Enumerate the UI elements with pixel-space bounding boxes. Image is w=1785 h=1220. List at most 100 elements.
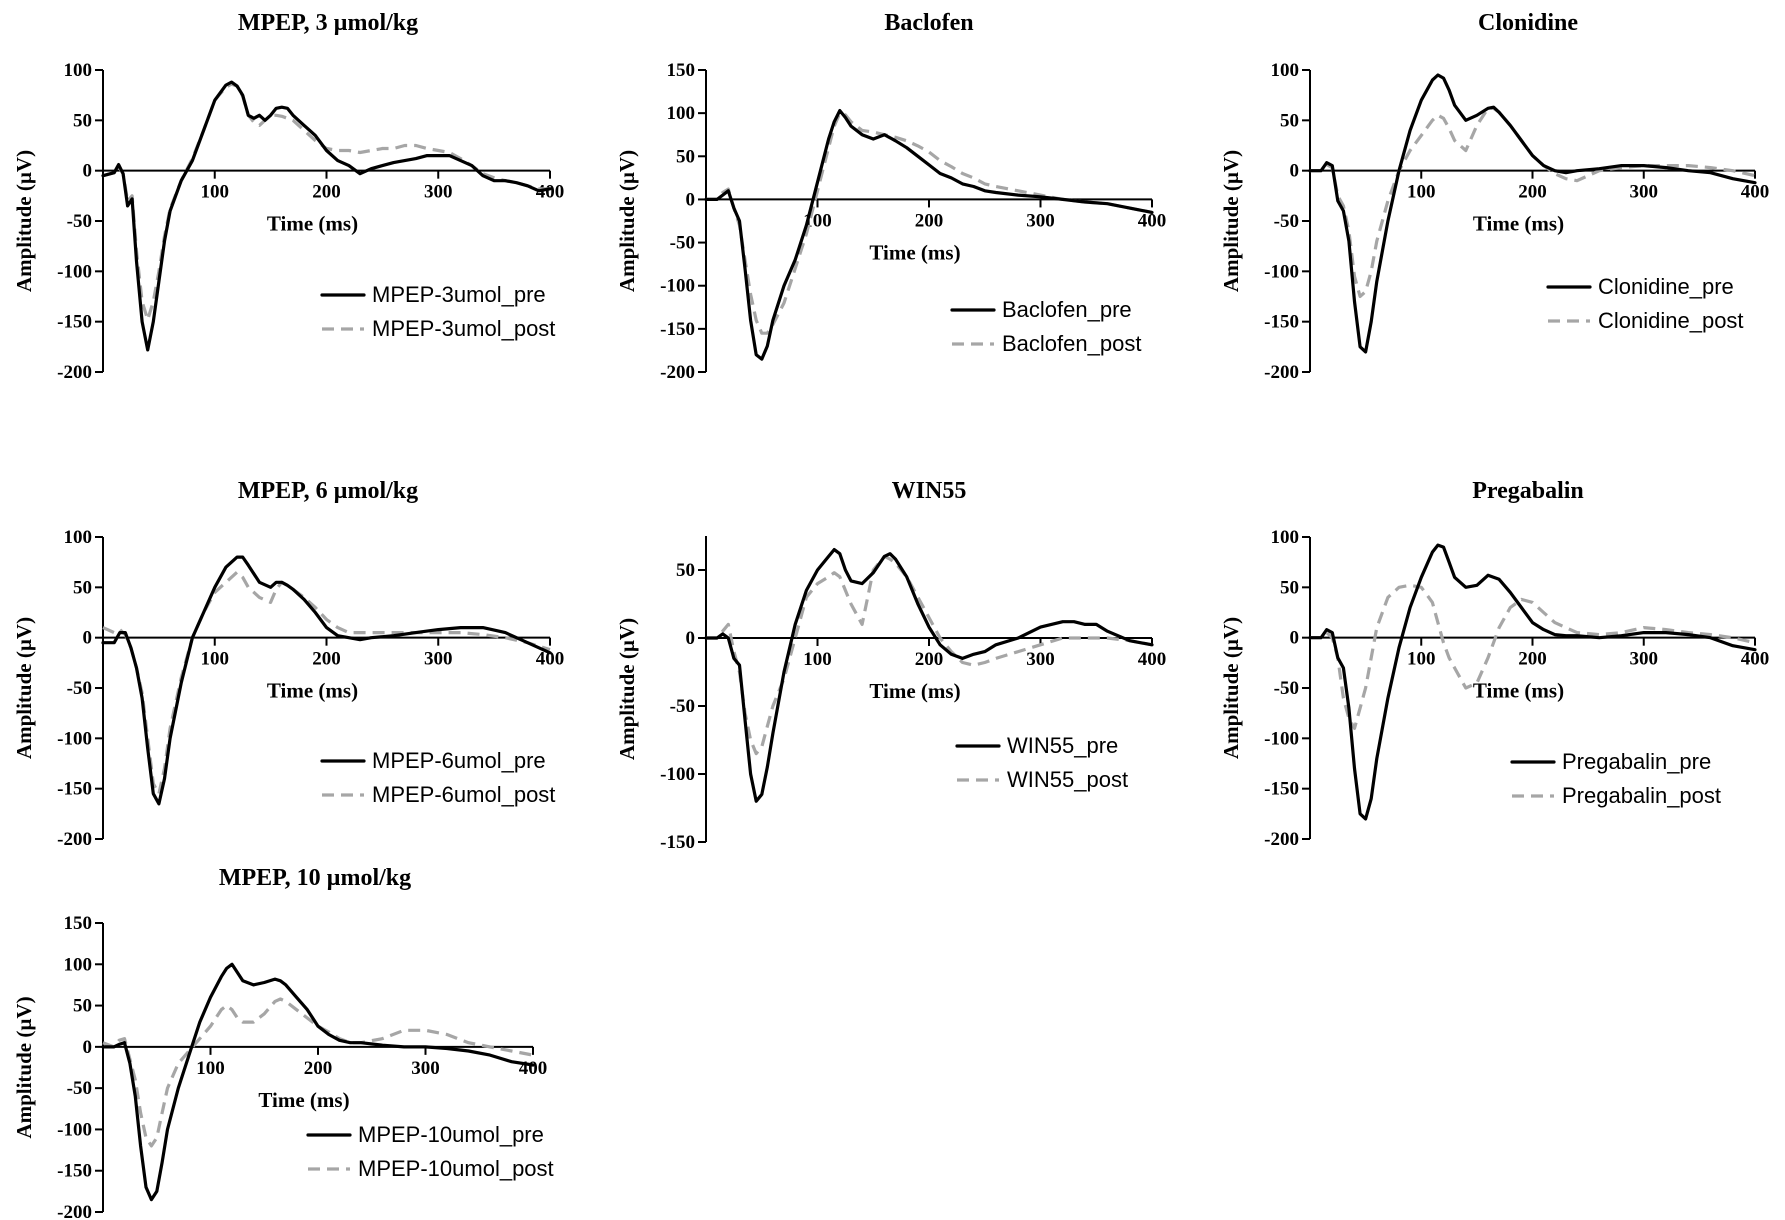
y-axis-title: Amplitude (µV) xyxy=(12,996,36,1138)
x-tick-label: 200 xyxy=(915,649,944,670)
y-tick-label: -150 xyxy=(1264,779,1299,800)
legend-label-pre: MPEP-10umol_pre xyxy=(358,1122,544,1147)
x-tick-label: 300 xyxy=(424,182,453,203)
y-tick-label: 50 xyxy=(73,577,92,598)
x-tick-label: 400 xyxy=(519,1058,548,1079)
chart-panel-3: Clonidine -200 -150 -100 -50 0 50 100 100 200 300 4… xyxy=(1219,10,1769,383)
x-tick-label: 400 xyxy=(1741,649,1770,670)
series-line-post xyxy=(706,554,1153,756)
legend-label-pre: Pregabalin_pre xyxy=(1562,749,1711,774)
series-line-pre xyxy=(1308,543,1757,821)
chart-title: MPEP, 3 µmol/kg xyxy=(238,10,418,36)
series-line-post xyxy=(706,111,1153,335)
legend-label-post: Clonidine_post xyxy=(1598,308,1744,333)
y-tick-label: 0 xyxy=(686,628,696,649)
y-tick-label: -100 xyxy=(660,764,695,785)
x-axis-title: Time (ms) xyxy=(869,240,960,264)
x-tick-label: 300 xyxy=(1630,182,1659,203)
x-axis-title: Time (ms) xyxy=(267,679,358,703)
x-tick-label: 300 xyxy=(411,1058,440,1079)
y-tick-label: 50 xyxy=(1280,110,1299,131)
x-tick-label: 400 xyxy=(536,649,565,670)
x-tick-label: 200 xyxy=(1518,182,1547,203)
legend-label-post: MPEP-3umol_post xyxy=(372,316,555,341)
y-tick-label: -150 xyxy=(660,319,695,340)
x-tick-label: 200 xyxy=(312,182,341,203)
series-line-pre xyxy=(1308,73,1757,354)
x-tick-label: 300 xyxy=(1026,649,1055,670)
y-tick-label: 0 xyxy=(686,189,696,210)
chart-panel-7: MPEP, 10 µmol/kg -200 -150 -100 -50 0 50 100 150… xyxy=(12,865,554,1220)
y-axis-title: Amplitude (µV) xyxy=(615,618,639,760)
chart-panel-4: MPEP, 6 µmol/kg -200 -150 -100 -50 0 50 100 100 2… xyxy=(12,478,564,850)
y-tick-label: -150 xyxy=(57,312,92,333)
y-tick-label: -100 xyxy=(1264,728,1299,749)
y-tick-label: -150 xyxy=(57,1161,92,1182)
y-tick-label: 50 xyxy=(73,110,92,131)
x-tick-label: 100 xyxy=(201,649,230,670)
x-tick-label: 100 xyxy=(1407,182,1436,203)
x-tick-label: 100 xyxy=(196,1058,225,1079)
x-tick-label: 200 xyxy=(304,1058,333,1079)
legend-label-post: WIN55_post xyxy=(1007,767,1128,792)
y-tick-label: 50 xyxy=(1280,577,1299,598)
y-axis-title: Amplitude (µV) xyxy=(1219,150,1243,292)
x-axis-title: Time (ms) xyxy=(1473,679,1564,703)
series-line-pre xyxy=(704,108,1154,361)
legend-label-post: MPEP-10umol_post xyxy=(358,1156,554,1181)
y-tick-label: 100 xyxy=(1271,527,1300,548)
y-tick-label: -200 xyxy=(1264,829,1299,850)
y-tick-label: -100 xyxy=(57,261,92,282)
x-tick-label: 100 xyxy=(1407,649,1436,670)
y-tick-label: -50 xyxy=(67,211,92,232)
x-tick-label: 400 xyxy=(1741,182,1770,203)
y-tick-label: 0 xyxy=(1290,161,1300,182)
x-tick-label: 400 xyxy=(536,182,565,203)
chart-title: Pregabalin xyxy=(1472,478,1584,504)
y-tick-label: -200 xyxy=(57,362,92,383)
series-line-post xyxy=(102,997,534,1148)
x-axis-title: Time (ms) xyxy=(258,1088,349,1112)
x-tick-label: 300 xyxy=(424,649,453,670)
series-line-pre xyxy=(101,80,552,352)
y-tick-label: -50 xyxy=(1274,211,1299,232)
y-tick-label: -50 xyxy=(670,233,695,254)
x-tick-label: 400 xyxy=(1138,210,1167,231)
legend-label-post: Pregabalin_post xyxy=(1562,783,1721,808)
y-tick-label: 50 xyxy=(676,146,695,167)
y-tick-label: 100 xyxy=(64,954,93,975)
y-axis-title: Amplitude (µV) xyxy=(12,617,36,759)
chart-panel-5: WIN55 -150 -100 -50 0 50 100 200 300 400 Time (ms)… xyxy=(615,478,1166,853)
chart-panel-1: MPEP, 3 µmol/kg -200 -150 -100 -50 0 50 100 100 2… xyxy=(12,10,564,383)
x-tick-label: 100 xyxy=(803,649,832,670)
chart-title: MPEP, 10 µmol/kg xyxy=(219,865,411,891)
y-tick-label: 0 xyxy=(1290,628,1300,649)
y-tick-label: -50 xyxy=(67,1078,92,1099)
y-tick-label: -150 xyxy=(57,779,92,800)
x-tick-label: 300 xyxy=(1026,210,1055,231)
y-tick-label: -100 xyxy=(660,276,695,297)
x-tick-label: 200 xyxy=(915,210,944,231)
x-tick-label: 400 xyxy=(1138,649,1167,670)
legend-label-pre: Baclofen_pre xyxy=(1002,297,1132,322)
y-tick-label: 100 xyxy=(64,527,93,548)
chart-title: Baclofen xyxy=(884,10,973,36)
y-tick-label: -200 xyxy=(660,362,695,383)
legend-label-pre: WIN55_pre xyxy=(1007,733,1118,758)
y-tick-label: -50 xyxy=(67,678,92,699)
y-tick-label: -200 xyxy=(1264,362,1299,383)
legend-label-pre: MPEP-6umol_pre xyxy=(372,748,546,773)
y-tick-label: 150 xyxy=(64,913,93,934)
series-line-pre xyxy=(704,547,1154,803)
legend-label-pre: Clonidine_pre xyxy=(1598,274,1734,299)
y-tick-label: -100 xyxy=(57,1119,92,1140)
legend-label-post: Baclofen_post xyxy=(1002,331,1141,356)
y-tick-label: 0 xyxy=(83,161,93,182)
y-axis-title: Amplitude (µV) xyxy=(1219,617,1243,759)
y-tick-label: 50 xyxy=(73,996,92,1017)
y-tick-label: 100 xyxy=(64,60,93,81)
legend-label-post: MPEP-6umol_post xyxy=(372,782,555,807)
y-tick-label: -150 xyxy=(660,832,695,853)
